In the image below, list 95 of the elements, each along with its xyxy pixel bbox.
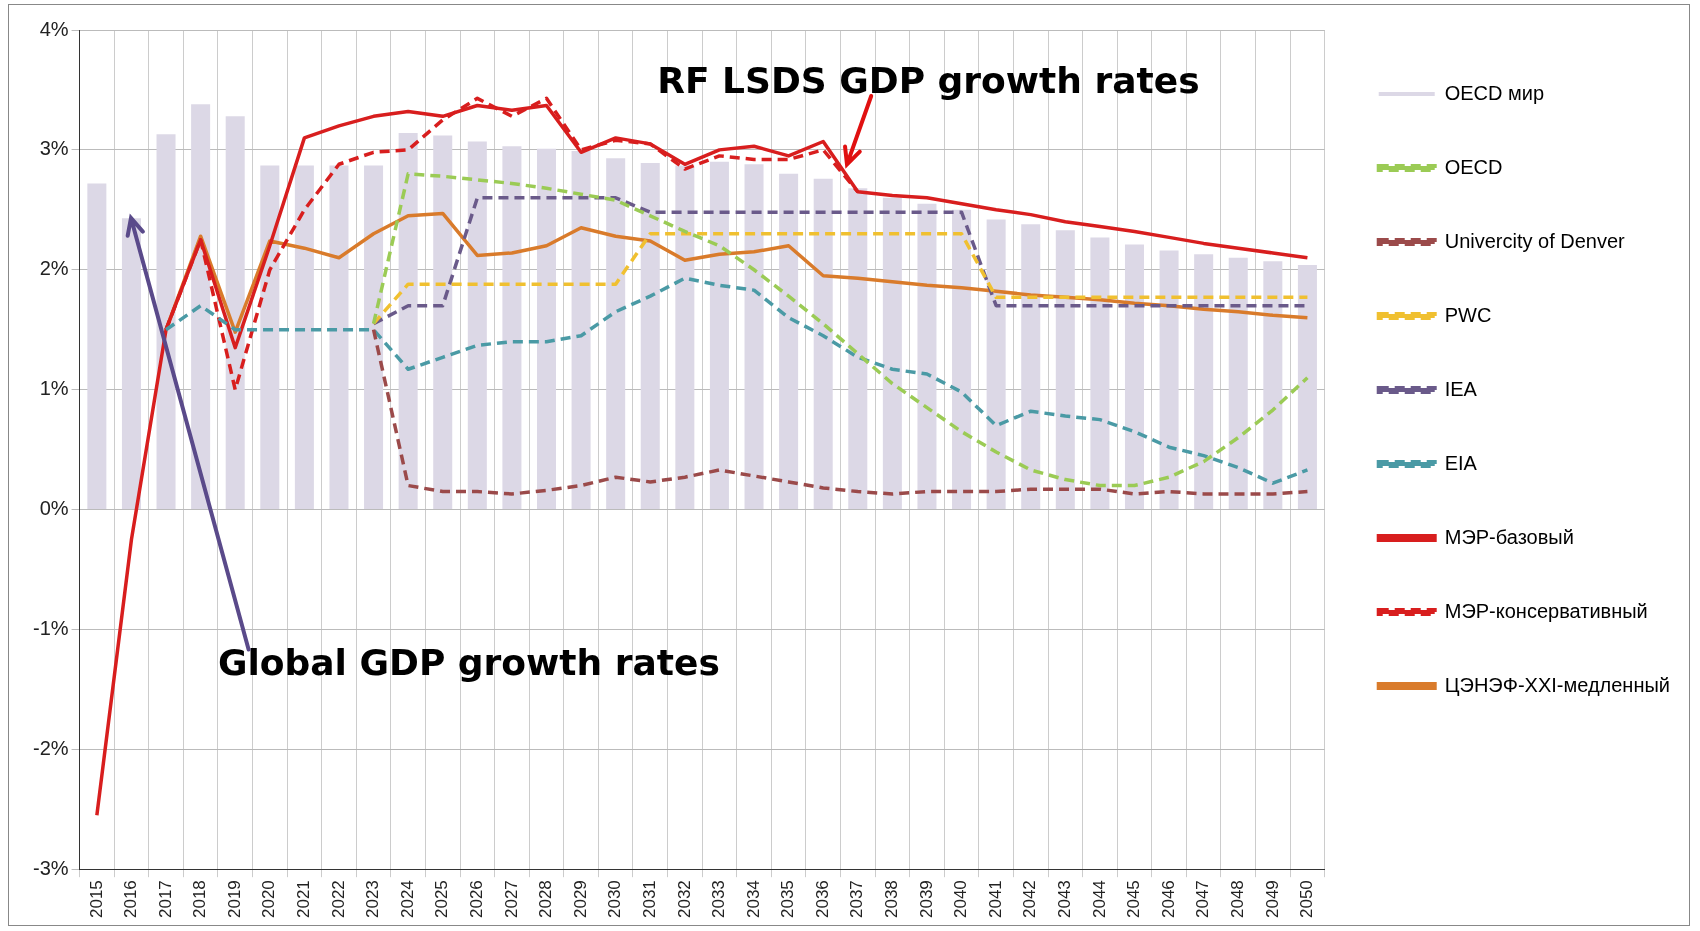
line-series [371,327,1310,496]
x-tick-label: 2016 [121,880,141,919]
x-tick-label: 2044 [1089,880,1109,919]
x-tick-label: 2020 [259,880,279,919]
bar [87,183,107,510]
x-tick-label: 2043 [1055,880,1074,919]
x-tick-label: 2041 [985,880,1005,919]
x-tick-label: 2019 [224,880,244,919]
x-tick-label: 2026 [467,880,487,919]
x-tick-label: 2025 [432,880,452,919]
bar [571,151,591,510]
bar [156,134,176,510]
bar [1194,254,1214,510]
y-tick-label: 0% [39,497,69,520]
legend-label: PWC [1444,303,1492,326]
x-tick-label: 2048 [1227,880,1247,919]
bar [917,203,937,510]
x-tick-label: 2028 [536,880,556,919]
bar [364,165,384,510]
x-tick-label: 2027 [501,880,521,919]
x-tick-label: 2037 [847,880,867,919]
bar [848,188,868,510]
line-series [371,172,1310,488]
y-tick-label: 1% [39,377,69,400]
legend-label: IEA [1444,377,1478,400]
bar [433,135,453,510]
x-tick-label: 2031 [639,880,659,919]
x-tick-label: 2030 [605,880,625,919]
bar [709,161,729,510]
x-tick-label: 2046 [1158,880,1178,919]
annotation: RF LSDS GDP growth rates [657,60,1200,102]
x-tick-label: 2049 [1262,880,1282,919]
x-tick-label: 2022 [328,880,348,919]
x-tick-label: 2036 [812,880,832,919]
x-tick-label: 2029 [570,880,590,919]
x-tick-label: 2045 [1124,880,1144,919]
x-tick-label: 2018 [190,880,210,919]
bar [1159,250,1179,510]
bar [225,116,245,510]
legend-label: Univercity of Denver [1444,229,1626,252]
x-tick-label: 2021 [294,880,314,919]
line-series [164,276,1310,485]
y-tick-label: -3% [32,856,69,879]
x-tick-label: 2050 [1297,880,1317,919]
line-series [371,232,1310,326]
bar [1263,261,1283,510]
x-tick-label: 2039 [916,880,936,919]
y-tick-label: -1% [32,616,69,639]
bar [1021,224,1041,510]
bar [675,165,695,510]
annotation: Global GDP growth rates [217,641,720,683]
x-tick-label: 2035 [778,880,798,919]
x-tick-label: 2038 [882,880,902,919]
legend-label: ЦЭНЭФ-XXI-медленный [1444,673,1671,696]
bar [191,104,211,510]
bar [606,158,626,510]
bar [467,141,487,510]
x-tick-label: 2032 [674,880,694,919]
bar [502,146,522,510]
bar [882,197,902,510]
bar [260,165,280,510]
legend-label: EIA [1444,451,1478,474]
bar [779,173,799,510]
bar [121,218,141,510]
bar [640,163,660,510]
y-tick-label: 2% [39,257,69,280]
bar [1297,264,1317,510]
y-tick-label: 3% [39,137,69,160]
bar [1124,244,1144,510]
legend-label: OECD мир [1444,81,1545,104]
bar [813,178,833,510]
x-tick-label: 2040 [951,880,971,919]
x-tick-label: 2034 [743,880,763,919]
x-tick-label: 2024 [397,880,417,919]
x-tick-label: 2042 [1020,880,1040,919]
legend-label: OECD [1444,155,1503,178]
bar [536,148,557,510]
y-tick-label: -2% [32,736,69,759]
bar [294,165,314,510]
x-tick-label: 2033 [709,880,729,919]
legend-label: МЭР-базовый [1444,525,1574,548]
legend-label: МЭР-консервативный [1444,599,1648,622]
bar [329,165,349,510]
bar [1090,237,1110,510]
bar [398,133,418,510]
x-tick-label: 2015 [86,880,106,919]
bar [1228,257,1248,510]
bar [744,164,764,510]
x-tick-label: 2017 [155,880,175,919]
x-tick-label: 2047 [1193,880,1213,919]
bar [952,209,972,510]
x-tick-label: 2023 [363,880,383,919]
bar [1055,230,1075,510]
y-tick-label: 4% [39,17,69,40]
bar [986,219,1006,510]
